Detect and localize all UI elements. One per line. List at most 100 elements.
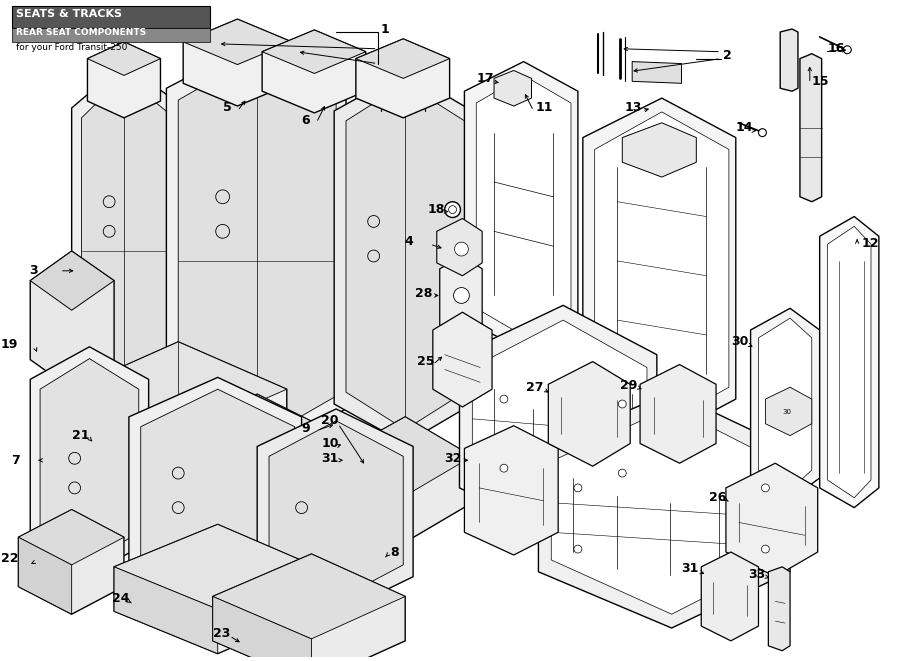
Polygon shape xyxy=(828,226,871,498)
Polygon shape xyxy=(583,98,736,438)
Circle shape xyxy=(761,484,770,492)
Polygon shape xyxy=(140,389,294,598)
Circle shape xyxy=(843,46,851,54)
Polygon shape xyxy=(166,41,346,456)
Text: 10: 10 xyxy=(321,437,338,450)
Polygon shape xyxy=(82,77,168,414)
Polygon shape xyxy=(212,596,311,661)
Text: 28: 28 xyxy=(415,287,432,300)
Text: 22: 22 xyxy=(1,553,18,565)
Text: 14: 14 xyxy=(736,121,753,134)
Circle shape xyxy=(618,400,626,408)
Circle shape xyxy=(574,545,581,553)
Polygon shape xyxy=(334,417,472,542)
Circle shape xyxy=(172,502,184,514)
Text: 26: 26 xyxy=(709,491,726,504)
Circle shape xyxy=(368,250,380,262)
Polygon shape xyxy=(800,54,822,202)
Polygon shape xyxy=(114,524,317,654)
Polygon shape xyxy=(460,305,657,537)
Polygon shape xyxy=(726,463,818,576)
Polygon shape xyxy=(72,342,287,486)
Text: 13: 13 xyxy=(625,102,642,114)
Polygon shape xyxy=(178,55,336,442)
Polygon shape xyxy=(31,251,114,389)
Polygon shape xyxy=(622,123,697,177)
Polygon shape xyxy=(72,342,287,436)
Text: 25: 25 xyxy=(417,355,435,368)
Polygon shape xyxy=(18,510,124,565)
Circle shape xyxy=(448,206,456,214)
Circle shape xyxy=(574,484,581,492)
Polygon shape xyxy=(31,347,148,574)
Polygon shape xyxy=(184,19,292,65)
Circle shape xyxy=(500,464,508,472)
Polygon shape xyxy=(114,567,218,654)
Polygon shape xyxy=(40,359,139,563)
Polygon shape xyxy=(356,39,450,79)
Polygon shape xyxy=(166,394,346,530)
Text: 31: 31 xyxy=(321,451,338,465)
Polygon shape xyxy=(18,537,72,614)
Polygon shape xyxy=(31,251,114,310)
Polygon shape xyxy=(72,389,178,486)
Polygon shape xyxy=(87,42,160,75)
Text: 12: 12 xyxy=(861,237,878,250)
Text: for your Ford Transit-250: for your Ford Transit-250 xyxy=(16,43,128,52)
Text: REAR SEAT COMPONENTS: REAR SEAT COMPONENTS xyxy=(16,28,147,37)
Text: 18: 18 xyxy=(428,203,446,216)
Polygon shape xyxy=(166,438,257,530)
Text: 5: 5 xyxy=(222,102,231,114)
Polygon shape xyxy=(87,42,160,118)
Circle shape xyxy=(296,502,308,514)
Text: 21: 21 xyxy=(72,429,89,442)
Text: 31: 31 xyxy=(681,563,699,575)
Text: 27: 27 xyxy=(526,381,543,394)
Circle shape xyxy=(68,482,80,494)
Text: 6: 6 xyxy=(302,114,310,128)
Circle shape xyxy=(368,215,380,227)
Polygon shape xyxy=(464,61,578,350)
Polygon shape xyxy=(356,39,450,118)
Polygon shape xyxy=(334,417,472,496)
Text: 11: 11 xyxy=(536,102,553,114)
Circle shape xyxy=(104,225,115,237)
Circle shape xyxy=(104,196,115,208)
FancyBboxPatch shape xyxy=(13,28,210,42)
Polygon shape xyxy=(538,392,790,628)
Polygon shape xyxy=(780,29,798,91)
Text: 30: 30 xyxy=(783,409,792,415)
Text: 16: 16 xyxy=(828,42,845,56)
Polygon shape xyxy=(640,365,716,463)
Polygon shape xyxy=(440,256,482,338)
Polygon shape xyxy=(494,71,532,106)
Text: 17: 17 xyxy=(476,72,494,85)
Polygon shape xyxy=(212,554,405,639)
Circle shape xyxy=(454,288,469,303)
Polygon shape xyxy=(701,552,759,641)
Text: 4: 4 xyxy=(404,235,413,248)
Polygon shape xyxy=(759,318,812,490)
Text: 15: 15 xyxy=(812,75,829,88)
Text: 1: 1 xyxy=(381,22,390,36)
Text: 19: 19 xyxy=(1,338,18,351)
Circle shape xyxy=(216,190,230,204)
Text: 32: 32 xyxy=(445,451,462,465)
Polygon shape xyxy=(257,409,413,614)
Circle shape xyxy=(761,545,770,553)
Polygon shape xyxy=(129,377,302,611)
Polygon shape xyxy=(346,83,464,430)
Polygon shape xyxy=(552,407,778,614)
Polygon shape xyxy=(114,524,317,609)
Text: 33: 33 xyxy=(749,568,766,581)
Polygon shape xyxy=(765,387,812,436)
Polygon shape xyxy=(72,63,178,429)
Circle shape xyxy=(445,202,461,217)
Polygon shape xyxy=(166,394,346,483)
Text: 7: 7 xyxy=(12,453,21,467)
Text: 30: 30 xyxy=(731,335,748,348)
Polygon shape xyxy=(820,217,879,508)
Polygon shape xyxy=(334,71,472,444)
Text: 3: 3 xyxy=(30,264,38,278)
Text: 9: 9 xyxy=(302,422,310,435)
